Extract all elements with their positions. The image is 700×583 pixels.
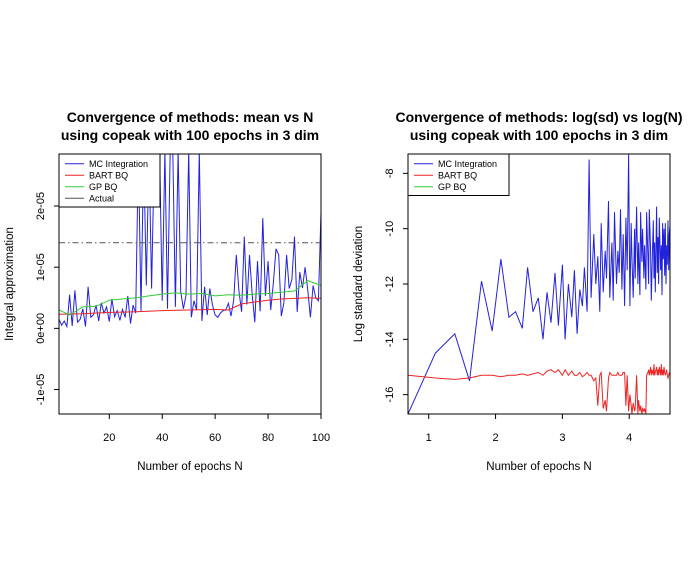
left-x-tick-label: 80 bbox=[262, 432, 274, 444]
right-series-line-0 bbox=[408, 154, 670, 414]
left-x-tick-label: 100 bbox=[312, 432, 330, 444]
right-legend-label: BART BQ bbox=[438, 170, 477, 180]
right-legend-label: MC Integration bbox=[438, 159, 497, 169]
right-x-axis-label: Number of epochs N bbox=[486, 461, 591, 473]
left-plot-frame bbox=[58, 153, 322, 415]
left-series-line-1 bbox=[59, 297, 321, 315]
right-x-tick-label: 1 bbox=[426, 432, 432, 444]
right-series-line-1 bbox=[408, 364, 670, 414]
left-chart: Convergence of methods: mean vs N using … bbox=[4, 109, 330, 473]
left-x-axis-label: Number of epochs N bbox=[137, 461, 242, 473]
left-plot-area: 20 40 60 80 100 -1e-05 0e+00 1e-05 2e-05 MC Integ… bbox=[35, 153, 330, 444]
right-y-tick-label: -8 bbox=[384, 168, 396, 178]
left-chart-title-line-1: Convergence of methods: mean vs N bbox=[67, 109, 314, 125]
left-y-tick-label: 1e-05 bbox=[35, 253, 47, 281]
left-series-line-0 bbox=[59, 154, 321, 329]
right-y-axis-label: Log standard deviation bbox=[353, 226, 365, 342]
left-series-line-2 bbox=[59, 280, 321, 316]
right-legend-label: GP BQ bbox=[438, 182, 466, 192]
left-y-axis-label: Integral approximation bbox=[4, 227, 16, 341]
left-legend-label: MC Integration bbox=[89, 159, 148, 169]
right-y-tick-label: -10 bbox=[384, 221, 396, 237]
left-chart-title-line-2: using copeak with 100 epochs in 3 dim bbox=[61, 127, 319, 143]
left-y-tick-label: 2e-05 bbox=[35, 192, 47, 220]
left-x-tick-label: 60 bbox=[209, 432, 221, 444]
right-y-tick-label: -14 bbox=[384, 331, 396, 347]
right-y-tick-label: -16 bbox=[384, 387, 396, 403]
right-y-tick-label: -12 bbox=[384, 276, 396, 292]
right-x-tick-label: 4 bbox=[626, 432, 632, 444]
right-chart: Convergence of methods: log(sd) vs log(N… bbox=[353, 109, 683, 473]
left-legend-label: GP BQ bbox=[89, 182, 117, 192]
left-series-group bbox=[59, 154, 321, 329]
right-chart-title-line-2: using copeak with 100 epochs in 3 dim bbox=[410, 127, 668, 143]
left-y-tick-label: -1e-05 bbox=[35, 374, 47, 406]
left-x-tick-label: 20 bbox=[103, 432, 115, 444]
left-y-tick-label: 0e+00 bbox=[35, 313, 47, 344]
left-legend-label: BART BQ bbox=[89, 170, 128, 180]
right-x-tick-label: 2 bbox=[492, 432, 498, 444]
left-legend-label: Actual bbox=[89, 193, 114, 203]
left-x-tick-label: 40 bbox=[156, 432, 168, 444]
right-x-tick-label: 3 bbox=[559, 432, 565, 444]
right-series-group bbox=[408, 154, 670, 414]
right-chart-title-line-1: Convergence of methods: log(sd) vs log(N… bbox=[395, 109, 682, 125]
